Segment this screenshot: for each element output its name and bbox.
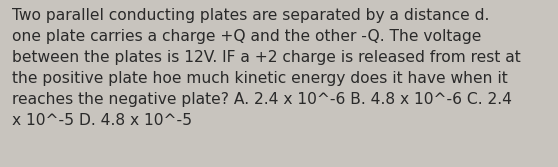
Text: Two parallel conducting plates are separated by a distance d.
one plate carries : Two parallel conducting plates are separ… [12,8,521,128]
